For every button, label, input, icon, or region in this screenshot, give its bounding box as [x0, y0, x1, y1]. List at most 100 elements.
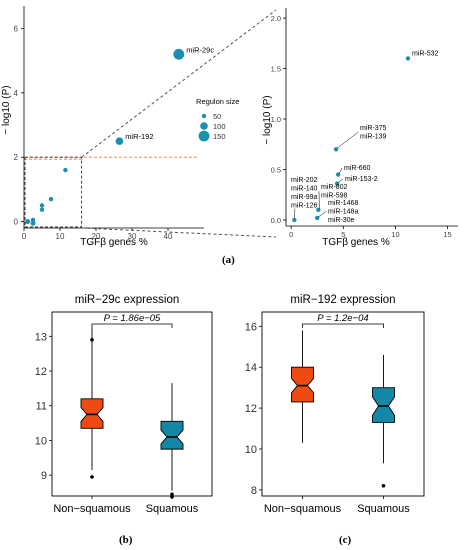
a1-zoom-connector	[81, 227, 277, 238]
a2-x-axis-label: TGFβ genes %	[322, 237, 390, 248]
a2-data-point	[405, 56, 411, 61]
a2-point-label: miR-140	[291, 186, 318, 193]
caption-b: (b)	[119, 534, 133, 546]
a1-legend-label: 100	[213, 122, 226, 131]
c-plot-frame	[261, 311, 425, 497]
b-x-tick-label: Squamous	[146, 503, 199, 515]
a1-x-tick-label: 30	[128, 232, 137, 241]
a2-label-leader	[338, 167, 343, 174]
caption-a: (a)	[222, 254, 235, 266]
panel-c-boxplot: miR−192 expression 8 10 12 14 16 Non−squamous…	[245, 294, 425, 515]
a2-x-tick-label: 10	[391, 230, 399, 239]
b-y-tick-label: 13	[35, 331, 47, 343]
a2-label-leader	[337, 178, 344, 183]
b-pvalue: P = 1.86e−05	[104, 313, 161, 324]
c-y-tick-label: 8	[251, 485, 257, 497]
c-box	[291, 366, 314, 403]
c-y-tick-label: 10	[245, 444, 257, 456]
a1-legend-label: 150	[213, 132, 226, 141]
c-y-tick-label: 12	[245, 403, 257, 415]
a1-y-axis-label: − log10 (P)	[1, 85, 12, 134]
a2-label-leader	[318, 211, 327, 218]
a2-point-label: miR-148a	[328, 209, 358, 216]
b-plot-frame	[51, 311, 213, 497]
a1-data-point	[39, 207, 45, 212]
a1-y-tick-label: 6	[14, 25, 19, 34]
a1-x-tick-label: 0	[22, 232, 27, 241]
b-chart-title: miR−29c expression	[75, 294, 180, 306]
a2-x-tick-label: 5	[341, 230, 345, 239]
panel-b-boxplot: miR−29c expression 9 10 11 12 13 Non−squamous…	[35, 294, 213, 515]
c-sig-bracket	[302, 323, 384, 328]
a2-x-tick-label: 15	[443, 230, 451, 239]
a2-data-point	[292, 217, 297, 223]
a2-point-label: miR-532	[412, 50, 439, 57]
c-x-tick-label: Squamous	[357, 503, 410, 515]
a1-x-tick-label: 40	[164, 232, 173, 241]
a1-point-label: miR-29c	[186, 45, 214, 54]
b-box	[80, 398, 104, 429]
a2-label-leader	[294, 208, 296, 218]
b-box	[160, 420, 184, 450]
b-outlier	[90, 475, 94, 479]
a2-y-tick-label: 2.0	[271, 14, 281, 23]
a1-y-tick-label: 2	[14, 153, 19, 162]
a1-x-axis-label: TGFβ genes %	[80, 237, 148, 248]
b-y-tick-label: 9	[41, 470, 47, 482]
a1-x-tick-label: 20	[92, 232, 101, 241]
c-y-tick-label: 16	[245, 321, 257, 333]
a2-point-label: miR-126	[291, 203, 318, 210]
b-y-tick-label: 11	[36, 401, 47, 413]
a2-point-label: miR-375	[360, 125, 387, 132]
a2-y-tick-label: 0.0	[271, 216, 281, 225]
a1-data-point	[25, 219, 31, 225]
a1-data-point	[48, 196, 54, 202]
a2-point-label: miR-153-2	[345, 176, 378, 183]
a1-data-point	[115, 137, 124, 145]
panel-a-main-scatter: − log10 (P) TGFβ genes % 0 2 4 6 0 10 20 30 40 mi…	[1, 6, 277, 248]
caption-c: (c)	[339, 534, 352, 546]
c-outlier	[381, 483, 386, 488]
a2-y-tick-label: 1.0	[271, 115, 281, 124]
c-y-tick-label: 14	[245, 362, 257, 374]
b-x-tick-label: Non−squamous	[53, 503, 131, 515]
a1-data-point	[173, 48, 185, 60]
a2-point-label: miR-598	[321, 193, 348, 200]
a1-zoom-box	[24, 156, 83, 228]
c-box	[372, 387, 395, 423]
a2-point-label: miR-139	[360, 134, 387, 141]
a2-y-tick-label: 0.5	[271, 165, 281, 174]
a1-legend-swatch	[198, 130, 210, 142]
a2-point-label: miR-99a	[291, 194, 318, 201]
a1-zoom-connector	[81, 9, 277, 158]
a1-data-point	[63, 167, 68, 173]
c-pvalue: P = 1.2e−04	[317, 313, 368, 324]
a1-legend-title: Regulon size	[196, 97, 239, 106]
b-y-tick-label: 12	[35, 366, 47, 378]
a1-data-point	[30, 220, 36, 226]
a2-point-label: miR-202	[291, 177, 318, 184]
a1-legend-label: 50	[213, 112, 221, 121]
panel-a-zoom-scatter: − log10 (P) TGFβ genes % 0.0 0.5 1.0 1.5 2.0…	[262, 8, 458, 248]
a2-label-leader	[336, 132, 359, 149]
b-sig-bracket	[91, 323, 173, 328]
a1-legend-swatch	[201, 113, 207, 119]
a1-data-point	[39, 203, 45, 208]
c-x-tick-label: Non−squamous	[264, 503, 342, 515]
a1-x-tick-label: 10	[56, 232, 65, 241]
a2-point-label: miR-660	[344, 165, 371, 172]
c-chart-title: miR−192 expression	[290, 294, 395, 306]
a1-legend-swatch	[200, 122, 208, 130]
a2-point-label: miR-1468	[328, 200, 358, 207]
a1-y-tick-label: 4	[14, 89, 19, 98]
a2-point-label: miR-802	[321, 184, 348, 191]
b-outlier	[90, 337, 94, 342]
a1-point-label: miR-192	[125, 132, 153, 141]
b-y-tick-label: 10	[35, 435, 47, 447]
a2-y-axis-label: − log10 (P)	[262, 95, 273, 144]
a1-y-tick-label: 0	[14, 218, 19, 227]
a2-point-label: miR-30e	[328, 217, 355, 224]
a2-y-tick-label: 1.5	[271, 65, 281, 74]
a2-x-tick-label: 0	[289, 230, 293, 239]
